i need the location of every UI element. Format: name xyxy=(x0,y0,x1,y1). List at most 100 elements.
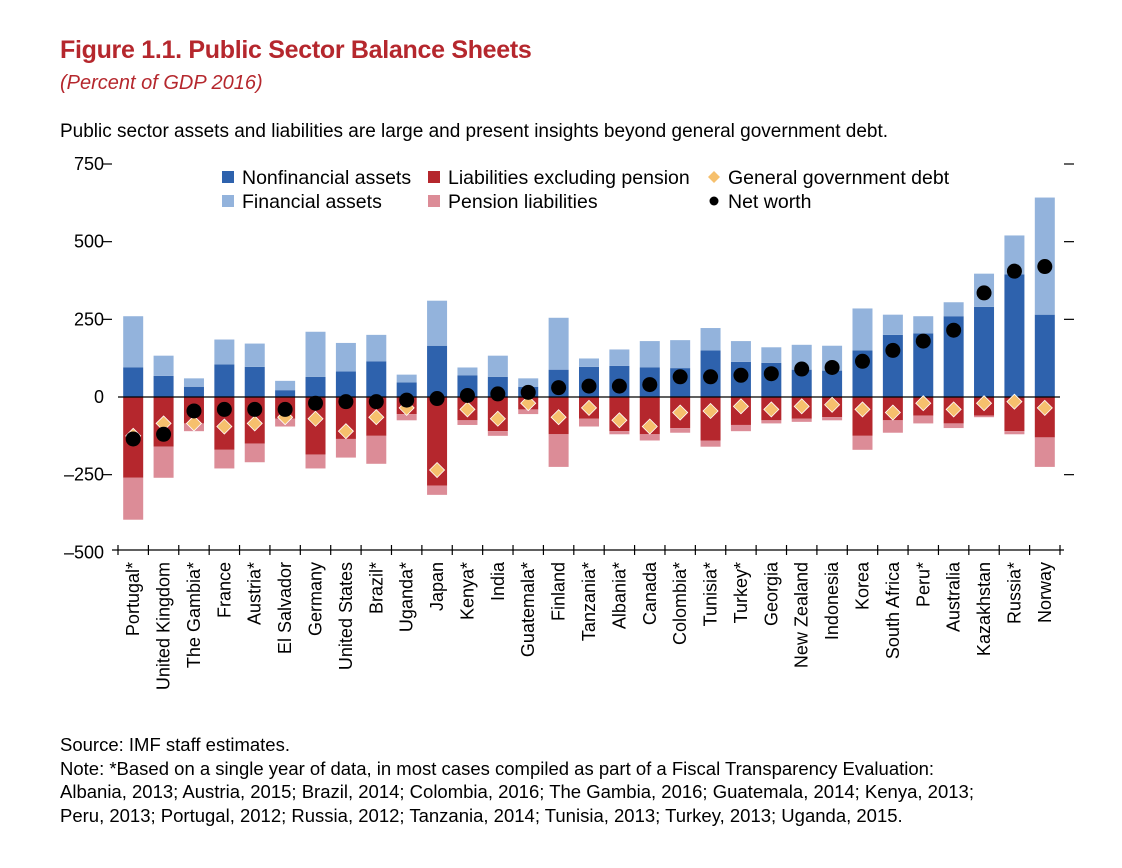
marker-net-worth-el-salvador xyxy=(277,401,293,417)
bar-financial-assets-colombia xyxy=(670,340,691,369)
bar-pension-liabilities-austria xyxy=(244,443,265,463)
marker-net-worth-albania xyxy=(611,378,627,394)
x-tick-label-brazil: Brazil* xyxy=(366,562,386,614)
bar-nonfinancial-assets-australia xyxy=(943,316,964,397)
note-line-1: Note: *Based on a single year of data, i… xyxy=(60,757,935,779)
x-tick-label-colombia: Colombia* xyxy=(670,562,690,645)
x-tick-label-norway: Norway xyxy=(1035,562,1055,623)
marker-general-government-debt-colombia xyxy=(672,404,689,421)
bar-nonfinancial-assets-austria xyxy=(244,366,265,397)
bar-financial-assets-peru xyxy=(913,316,934,334)
marker-net-worth-finland xyxy=(551,380,567,396)
bar-financial-assets-georgia xyxy=(761,347,782,363)
bar-pension-liabilities-albania xyxy=(609,431,630,435)
marker-general-government-debt-russia xyxy=(1006,393,1023,410)
legend-swatch-financial-assets xyxy=(222,195,234,207)
bar-financial-assets-brazil xyxy=(366,334,387,362)
bar-financial-assets-australia xyxy=(943,302,964,317)
bar-liabilities-excl-pension-japan xyxy=(427,397,448,486)
bar-pension-liabilities-australia xyxy=(943,423,964,429)
marker-general-government-debt-indonesia xyxy=(824,396,841,413)
chart-axes: –500 –250 0 250 500 750 Portugal* United Kingdo… xyxy=(64,154,1074,690)
bar-pension-liabilities-russia xyxy=(1004,431,1025,435)
x-tick-label-uganda: Uganda* xyxy=(397,562,417,632)
legend-label-net-worth: Net worth xyxy=(728,191,811,213)
marker-general-government-debt-georgia xyxy=(763,401,780,418)
x-tick-label-united-kingdom: United Kingdom xyxy=(154,562,174,690)
marker-net-worth-peru xyxy=(915,333,931,349)
bar-financial-assets-russia xyxy=(1004,235,1025,275)
marker-net-worth-canada xyxy=(642,377,658,393)
marker-net-worth-portugal xyxy=(125,431,141,447)
bar-pension-liabilities-new-zealand xyxy=(791,418,812,422)
x-tick-label-korea: Korea xyxy=(852,561,872,610)
bar-pension-liabilities-guatemala xyxy=(518,409,539,415)
marker-net-worth-norway xyxy=(1037,259,1053,275)
y-tick-label: 0 xyxy=(94,387,104,407)
bar-financial-assets-uganda xyxy=(396,374,417,383)
bar-pension-liabilities-indonesia xyxy=(822,417,843,421)
marker-net-worth-guatemala xyxy=(520,384,536,400)
x-tick-label-turkey: Turkey* xyxy=(731,562,751,623)
bar-financial-assets-united-states xyxy=(335,342,356,372)
bar-nonfinancial-assets-the-gambia xyxy=(183,386,204,397)
marker-net-worth-japan xyxy=(429,391,445,407)
chart-legend: Nonfinancial assets Liabilities excluding… xyxy=(222,167,950,213)
bar-nonfinancial-assets-united-kingdom xyxy=(153,375,174,397)
bar-pension-liabilities-kenya xyxy=(457,420,478,425)
x-tick-label-indonesia: Indonesia xyxy=(822,561,842,640)
bar-nonfinancial-assets-united-states xyxy=(335,371,356,397)
marker-net-worth-georgia xyxy=(763,366,779,382)
marker-general-government-debt-albania xyxy=(611,412,628,429)
figure-description: Public sector assets and liabilities are… xyxy=(60,121,889,142)
y-tick-label: 750 xyxy=(74,154,104,174)
bar-pension-liabilities-colombia xyxy=(670,428,691,433)
source-note: Source: IMF staff estimates. xyxy=(60,734,290,755)
legend-label-liabilities-excluding-pension: Liabilities excluding pension xyxy=(448,167,690,189)
bar-financial-assets-japan xyxy=(427,300,448,346)
marker-general-government-debt-turkey xyxy=(732,398,750,415)
marker-net-worth-united-kingdom xyxy=(156,426,172,442)
marker-net-worth-russia xyxy=(1006,263,1022,279)
bar-pension-liabilities-germany xyxy=(305,454,326,469)
legend-swatch-general-government-debt xyxy=(708,171,720,183)
bar-pension-liabilities-portugal xyxy=(123,477,144,520)
bar-financial-assets-germany xyxy=(305,331,326,377)
figure-subtitle: (Percent of GDP 2016) xyxy=(60,72,263,94)
x-tick-label-russia: Russia* xyxy=(1004,562,1024,624)
x-tick-label-kenya: Kenya* xyxy=(457,562,477,620)
marker-net-worth-tunisia xyxy=(703,369,719,385)
x-tick-label-peru: Peru* xyxy=(913,562,933,607)
bar-financial-assets-guatemala xyxy=(518,378,539,387)
bar-nonfinancial-assets-el-salvador xyxy=(275,390,296,397)
bar-nonfinancial-assets-indonesia xyxy=(822,370,843,397)
marker-net-worth-new-zealand xyxy=(794,361,810,377)
marker-net-worth-india xyxy=(490,386,506,402)
x-tick-label-georgia: Georgia xyxy=(761,561,781,626)
x-tick-label-guatemala: Guatemala* xyxy=(518,562,538,657)
x-tick-label-finland: Finland xyxy=(549,562,569,621)
marker-general-government-debt-tanzania xyxy=(580,399,598,416)
x-tick-label-japan: Japan xyxy=(427,562,447,611)
marker-general-government-debt-korea xyxy=(854,401,871,418)
bar-financial-assets-finland xyxy=(548,317,569,370)
marker-net-worth-tanzania xyxy=(581,378,597,394)
bar-pension-liabilities-japan xyxy=(427,485,448,495)
marker-net-worth-south-africa xyxy=(885,342,901,358)
bar-financial-assets-tanzania xyxy=(579,358,599,367)
marker-general-government-debt-south-africa xyxy=(884,404,901,421)
x-tick-label-albania: Albania* xyxy=(609,562,629,629)
bar-pension-liabilities-brazil xyxy=(366,435,387,464)
bar-financial-assets-turkey xyxy=(730,341,751,362)
legend-swatch-pension-liabilities xyxy=(428,195,440,207)
bar-nonfinancial-assets-norway xyxy=(1034,314,1055,397)
bar-pension-liabilities-tanzania xyxy=(579,418,599,427)
marker-net-worth-france xyxy=(216,401,232,417)
y-tick-label: 250 xyxy=(74,309,104,329)
bar-pension-liabilities-canada xyxy=(639,434,660,441)
marker-general-government-debt-new-zealand xyxy=(793,398,810,415)
chart-markers xyxy=(125,259,1053,479)
legend-swatch-net-worth xyxy=(709,196,719,206)
legend-label-financial-assets: Financial assets xyxy=(242,191,382,213)
marker-net-worth-brazil xyxy=(368,394,384,410)
